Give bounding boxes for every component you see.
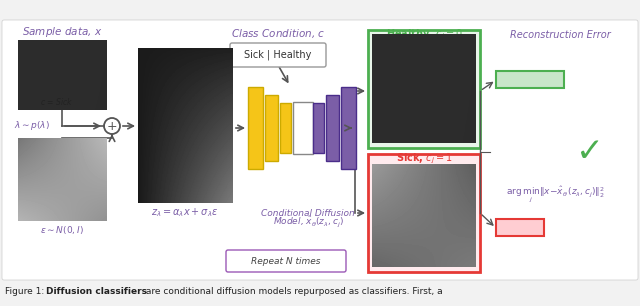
FancyBboxPatch shape [27, 94, 87, 109]
FancyBboxPatch shape [230, 43, 326, 67]
Text: $z_\lambda = \alpha_\lambda x + \sigma_\lambda \epsilon$: $z_\lambda = \alpha_\lambda x + \sigma_\… [151, 207, 219, 219]
Text: Repeat N times: Repeat N times [252, 256, 321, 266]
Bar [248, 87, 263, 169]
Text: Figure 1:: Figure 1: [5, 286, 47, 296]
Text: $\arg\min_j \Vert x - \hat{x}_\theta(z_\lambda, c_j)\Vert_2^2$: $\arg\min_j \Vert x - \hat{x}_\theta(z_\… [506, 184, 605, 204]
Text: $\lambda \sim p(\lambda)$: $\lambda \sim p(\lambda)$ [14, 120, 50, 132]
Bar [368, 154, 480, 272]
Bar [496, 219, 544, 236]
Bar [265, 95, 278, 161]
Text: Conditional Diffusion: Conditional Diffusion [261, 208, 355, 218]
Bar [326, 95, 339, 161]
Text: Sick | Healthy: Sick | Healthy [244, 50, 312, 60]
Bar [496, 71, 564, 88]
Text: ✓: ✓ [576, 135, 604, 167]
FancyBboxPatch shape [2, 20, 638, 280]
Text: Sick, $c_j = 1$: Sick, $c_j = 1$ [396, 152, 452, 166]
Bar [293, 102, 313, 154]
Text: $+$: $+$ [106, 120, 118, 132]
Bar [341, 87, 356, 169]
Bar [280, 103, 291, 153]
Bar [313, 103, 324, 153]
Text: $\epsilon \sim N(0, I)$: $\epsilon \sim N(0, I)$ [40, 224, 84, 236]
Text: $c$ = Sick: $c$ = Sick [40, 96, 74, 107]
Text: Class Condition, $c$: Class Condition, $c$ [231, 28, 325, 40]
Text: Model, $\hat{x}_\theta(z_\lambda, c_j)$: Model, $\hat{x}_\theta(z_\lambda, c_j)$ [273, 215, 344, 230]
Text: Diffusion classifiers: Diffusion classifiers [46, 286, 147, 296]
FancyBboxPatch shape [226, 250, 346, 272]
Text: Reconstruction Error: Reconstruction Error [509, 30, 611, 40]
Bar [368, 30, 480, 148]
Text: Sample data, $x$: Sample data, $x$ [22, 25, 102, 39]
Text: Healthy, $c_j = 0$: Healthy, $c_j = 0$ [386, 28, 462, 42]
Text: are conditional diffusion models repurposed as classifiers. First, a: are conditional diffusion models repurpo… [143, 286, 443, 296]
